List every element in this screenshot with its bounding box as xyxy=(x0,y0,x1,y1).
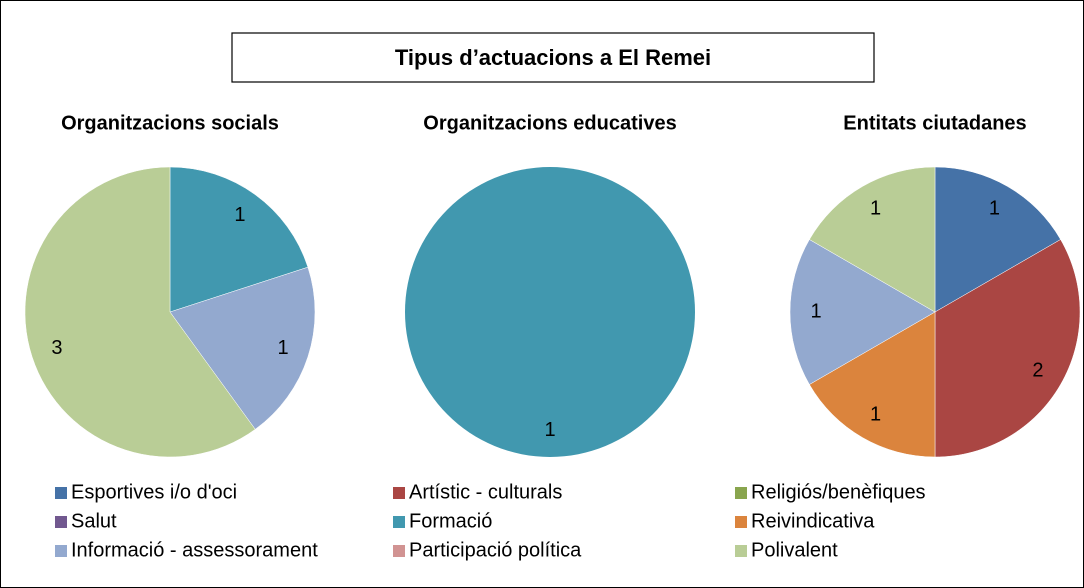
data-label: 1 xyxy=(870,197,881,219)
legend-swatch xyxy=(55,516,67,528)
legend-label: Reivindicativa xyxy=(751,510,875,532)
pie-slice xyxy=(934,239,1081,458)
pie-slice xyxy=(789,239,936,385)
pie-slice xyxy=(169,166,309,313)
legend-swatch xyxy=(735,487,747,499)
data-label: 2 xyxy=(1032,360,1043,382)
data-label: 1 xyxy=(544,419,555,441)
data-label: 1 xyxy=(811,300,822,322)
pie-slice xyxy=(809,311,936,458)
data-label: 1 xyxy=(278,337,289,359)
legend-swatch xyxy=(735,516,747,528)
data-label: 1 xyxy=(870,403,881,425)
pie-title: Organitzacions educatives xyxy=(423,112,676,134)
legend-swatch xyxy=(393,545,405,557)
pie-slice xyxy=(24,166,256,458)
legend-swatch xyxy=(735,545,747,557)
legend-label: Religiós/benèfiques xyxy=(751,481,926,503)
data-label: 1 xyxy=(234,204,245,226)
data-label: 1 xyxy=(989,197,1000,219)
legend-label: Informació - assessorament xyxy=(71,539,318,561)
data-label: 3 xyxy=(51,337,62,359)
legend-label: Polivalent xyxy=(751,539,838,561)
title-box xyxy=(231,32,875,83)
legend-label: Esportives i/o d'oci xyxy=(71,481,237,503)
pie-slice xyxy=(809,166,936,313)
legend-label: Salut xyxy=(71,510,117,532)
pie-slice xyxy=(405,167,695,457)
legend-label: Formació xyxy=(409,510,492,532)
legend-label: Artístic - culturals xyxy=(409,481,562,503)
chart-title: Tipus d’actuacions a El Remei xyxy=(395,45,711,70)
legend-swatch xyxy=(55,545,67,557)
legend-label: Participació política xyxy=(409,539,582,561)
pie-title: Entitats ciutadanes xyxy=(843,112,1026,134)
pie-title: Organitzacions socials xyxy=(61,112,279,134)
legend-swatch xyxy=(393,487,405,499)
legend-swatch xyxy=(393,516,405,528)
pie-slice xyxy=(934,166,1061,313)
pie-slice xyxy=(169,266,316,430)
legend-swatch xyxy=(55,487,67,499)
